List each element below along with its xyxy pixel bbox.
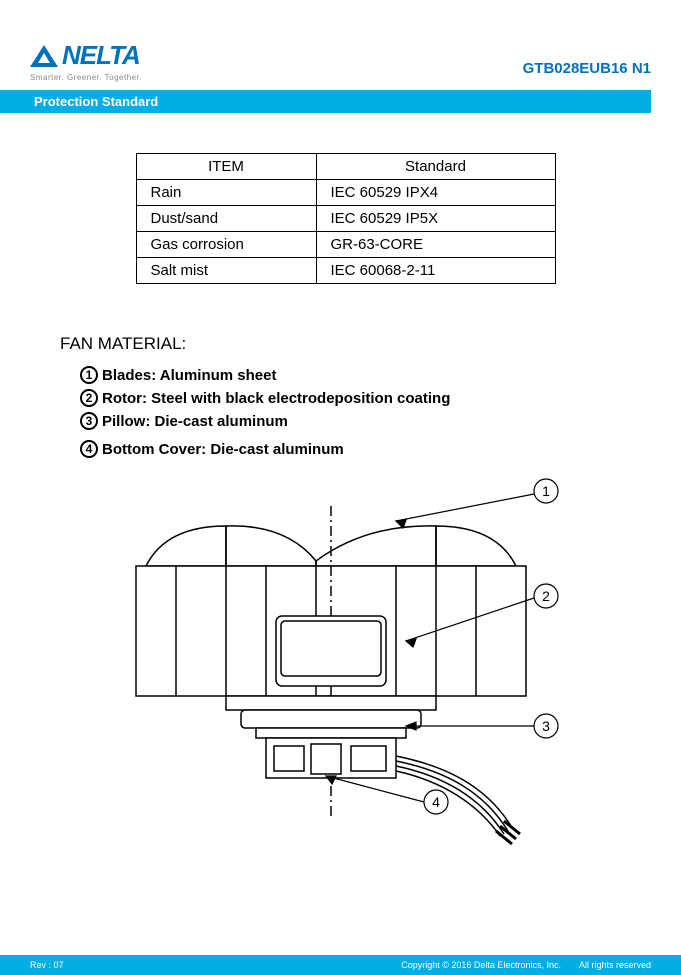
cell-standard: IEC 60068-2-11: [316, 258, 555, 284]
rights-text: All rights reserved: [579, 960, 651, 970]
cell-standard: GR-63-CORE: [316, 232, 555, 258]
list-item: 2 Rotor: Steel with black electrodeposit…: [80, 389, 631, 407]
fan-diagram-svg: 1 2 3 4: [106, 476, 586, 846]
logo-block: NELTA Smarter. Greener. Together.: [30, 40, 142, 82]
cell-item: Dust/sand: [136, 206, 316, 232]
list-item: 1 Blades: Aluminum sheet: [80, 366, 631, 384]
col-header-item: ITEM: [136, 154, 316, 180]
col-header-standard: Standard: [316, 154, 555, 180]
page-header: NELTA Smarter. Greener. Together. GTB028…: [0, 0, 681, 90]
materials-heading: FAN MATERIAL:: [60, 334, 631, 354]
section-title-bar: Protection Standard: [0, 90, 651, 113]
item-text: Bottom Cover: Die-cast aluminum: [102, 441, 344, 458]
cell-standard: IEC 60529 IPX4: [316, 180, 555, 206]
item-number-icon: 2: [80, 389, 98, 407]
logo-triangle-icon: [30, 45, 58, 67]
table-row: Dust/sand IEC 60529 IP5X: [136, 206, 555, 232]
revision-label: Rev : 07: [30, 960, 64, 970]
copyright-text: Copyright © 2016 Delta Electronics, Inc.: [401, 960, 561, 970]
callout-3: 3: [542, 718, 550, 734]
logo-tagline: Smarter. Greener. Together.: [30, 73, 142, 82]
table-header-row: ITEM Standard: [136, 154, 555, 180]
table-row: Rain IEC 60529 IPX4: [136, 180, 555, 206]
fan-diagram: 1 2 3 4: [106, 476, 586, 846]
standards-table: ITEM Standard Rain IEC 60529 IPX4 Dust/s…: [136, 153, 556, 284]
part-number: GTB028EUB16 N1: [523, 60, 651, 77]
logo-text: NELTA: [62, 40, 140, 71]
item-number-icon: 3: [80, 412, 98, 430]
page-footer: Rev : 07 Copyright © 2016 Delta Electron…: [0, 955, 681, 975]
materials-list: 1 Blades: Aluminum sheet 2 Rotor: Steel …: [60, 366, 631, 458]
item-text: Rotor: Steel with black electrodepositio…: [102, 390, 450, 407]
cell-standard: IEC 60529 IP5X: [316, 206, 555, 232]
cell-item: Gas corrosion: [136, 232, 316, 258]
cell-item: Salt mist: [136, 258, 316, 284]
table-row: Salt mist IEC 60068-2-11: [136, 258, 555, 284]
list-item: 4 Bottom Cover: Die-cast aluminum: [80, 440, 631, 458]
item-text: Blades: Aluminum sheet: [102, 367, 276, 384]
cell-item: Rain: [136, 180, 316, 206]
section-title: Protection Standard: [34, 94, 158, 109]
item-number-icon: 1: [80, 366, 98, 384]
item-text: Pillow: Die-cast aluminum: [102, 413, 288, 430]
callout-2: 2: [542, 588, 550, 604]
logo: NELTA: [30, 40, 142, 71]
table-row: Gas corrosion GR-63-CORE: [136, 232, 555, 258]
callout-4: 4: [432, 794, 440, 810]
content-area: ITEM Standard Rain IEC 60529 IPX4 Dust/s…: [0, 113, 681, 846]
list-item: 3 Pillow: Die-cast aluminum: [80, 412, 631, 430]
callout-1: 1: [542, 483, 550, 499]
item-number-icon: 4: [80, 440, 98, 458]
